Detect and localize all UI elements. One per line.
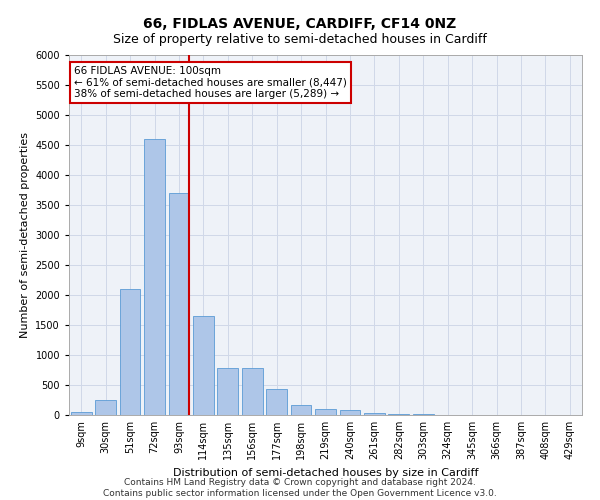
Bar bbox=[413, 414, 434, 415]
Text: 66, FIDLAS AVENUE, CARDIFF, CF14 0NZ: 66, FIDLAS AVENUE, CARDIFF, CF14 0NZ bbox=[143, 18, 457, 32]
Bar bbox=[266, 389, 287, 415]
Bar bbox=[388, 414, 409, 415]
Text: 66 FIDLAS AVENUE: 100sqm
← 61% of semi-detached houses are smaller (8,447)
38% o: 66 FIDLAS AVENUE: 100sqm ← 61% of semi-d… bbox=[74, 66, 347, 99]
Bar bbox=[119, 289, 140, 415]
Bar bbox=[315, 409, 336, 415]
Y-axis label: Number of semi-detached properties: Number of semi-detached properties bbox=[20, 132, 29, 338]
Bar bbox=[144, 139, 165, 415]
Bar bbox=[290, 406, 311, 415]
Bar bbox=[340, 410, 361, 415]
Bar bbox=[169, 193, 190, 415]
Bar bbox=[242, 368, 263, 415]
Bar bbox=[193, 316, 214, 415]
Bar bbox=[364, 413, 385, 415]
X-axis label: Distribution of semi-detached houses by size in Cardiff: Distribution of semi-detached houses by … bbox=[173, 468, 478, 477]
Text: Size of property relative to semi-detached houses in Cardiff: Size of property relative to semi-detach… bbox=[113, 32, 487, 46]
Bar bbox=[71, 412, 92, 415]
Bar bbox=[95, 400, 116, 415]
Bar bbox=[217, 368, 238, 415]
Text: Contains HM Land Registry data © Crown copyright and database right 2024.
Contai: Contains HM Land Registry data © Crown c… bbox=[103, 478, 497, 498]
